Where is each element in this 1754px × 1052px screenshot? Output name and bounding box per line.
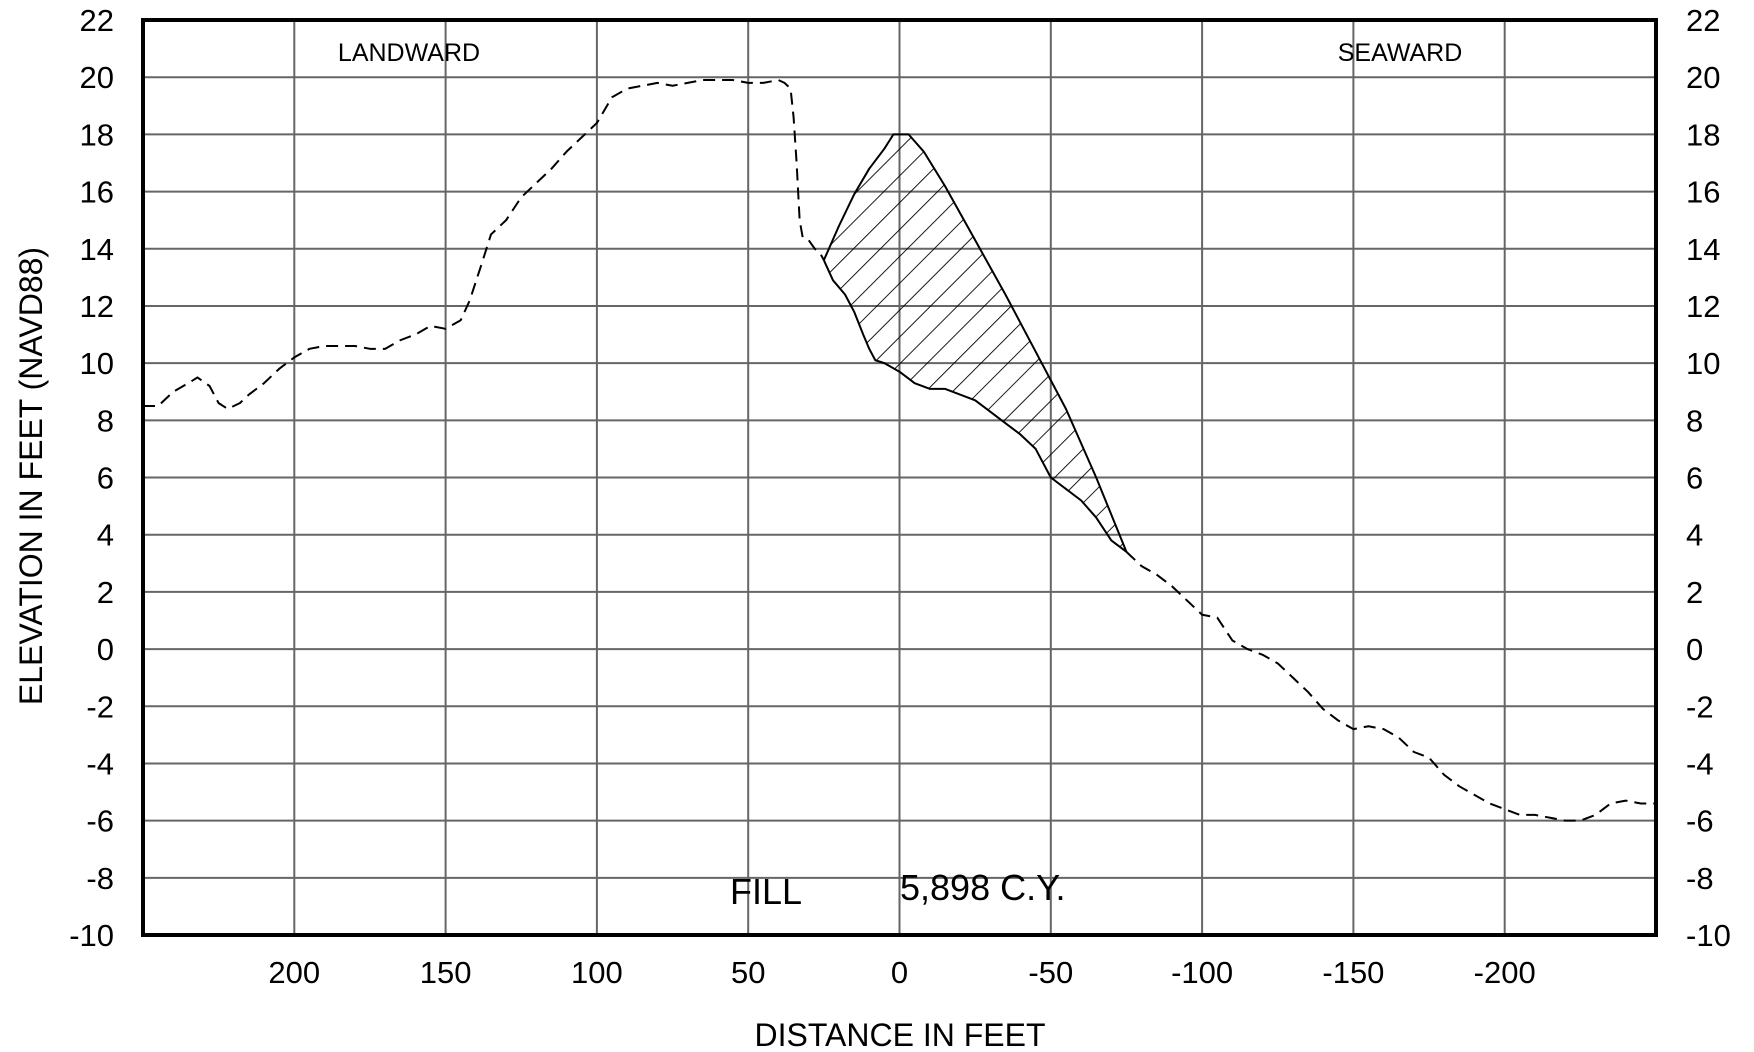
tick-labels: 200 150 100 50 0 -50 -100 -150 -200-10 -10-8 -8-6-… bbox=[69, 3, 1731, 990]
landward-label: LANDWARD bbox=[338, 39, 480, 67]
y-tick-label-right: 8 bbox=[1686, 403, 1703, 438]
profile-line-1 bbox=[143, 79, 825, 410]
x-tick-label: 50 bbox=[731, 955, 765, 990]
y-tick-label-left: -4 bbox=[86, 746, 114, 781]
fill-label: FILL bbox=[730, 871, 802, 912]
y-tick-label-left: 2 bbox=[97, 575, 114, 610]
x-tick-label: -200 bbox=[1474, 955, 1536, 990]
fill-hatch bbox=[823, 134, 1127, 552]
y-tick-label-left: -6 bbox=[86, 804, 114, 839]
y-tick-label-right: 4 bbox=[1686, 518, 1703, 553]
fill-area bbox=[823, 134, 1127, 552]
y-tick-label-left: 22 bbox=[80, 3, 114, 38]
seaward-label: SEAWARD bbox=[1338, 39, 1463, 67]
y-tick-label-right: 12 bbox=[1686, 289, 1720, 324]
y-tick-label-left: 18 bbox=[80, 117, 114, 152]
y-tick-label-left: 6 bbox=[97, 461, 114, 496]
y-tick-label-right: -8 bbox=[1686, 861, 1714, 896]
y-tick-label-left: 4 bbox=[97, 518, 114, 553]
y-tick-label-left: -8 bbox=[86, 861, 114, 896]
y-tick-label-left: 0 bbox=[97, 632, 114, 667]
x-tick-label: 200 bbox=[268, 955, 320, 990]
y-tick-label-right: 16 bbox=[1686, 175, 1720, 210]
y-tick-label-right: 6 bbox=[1686, 461, 1703, 496]
profile-line-3 bbox=[1125, 551, 1656, 822]
fill-value: 5,898 C.Y. bbox=[900, 867, 1065, 908]
y-tick-label-right: 0 bbox=[1686, 632, 1703, 667]
x-tick-label: -100 bbox=[1171, 955, 1233, 990]
y-tick-label-left: 20 bbox=[80, 60, 114, 95]
profile-line-2 bbox=[822, 259, 1128, 553]
x-axis-title: DISTANCE IN FEET bbox=[755, 1017, 1046, 1052]
y-tick-label-right: -6 bbox=[1686, 804, 1714, 839]
x-tick-label: 0 bbox=[891, 955, 908, 990]
x-tick-label: -150 bbox=[1322, 955, 1384, 990]
y-axis-title: ELEVATION IN FEET (NAVD88) bbox=[13, 247, 49, 705]
plot-frame bbox=[141, 18, 1658, 937]
y-tick-label-left: -10 bbox=[69, 918, 114, 953]
y-tick-label-left: 10 bbox=[80, 346, 114, 381]
x-tick-label: 150 bbox=[420, 955, 472, 990]
y-tick-label-right: 14 bbox=[1686, 232, 1720, 267]
y-tick-label-left: 8 bbox=[97, 403, 114, 438]
y-tick-label-right: 2 bbox=[1686, 575, 1703, 610]
profile-line-4 bbox=[822, 133, 1128, 553]
profile-lines bbox=[143, 79, 1656, 822]
y-tick-label-right: 20 bbox=[1686, 60, 1720, 95]
y-tick-label-right: -4 bbox=[1686, 746, 1714, 781]
y-tick-label-left: -2 bbox=[86, 689, 114, 724]
x-tick-label: -50 bbox=[1028, 955, 1073, 990]
y-tick-label-left: 14 bbox=[80, 232, 114, 267]
y-tick-label-left: 12 bbox=[80, 289, 114, 324]
y-tick-label-right: -2 bbox=[1686, 689, 1714, 724]
y-tick-label-right: 10 bbox=[1686, 346, 1720, 381]
y-tick-label-right: 18 bbox=[1686, 117, 1720, 152]
y-tick-label-right: 22 bbox=[1686, 3, 1720, 38]
y-tick-label-right: -10 bbox=[1686, 918, 1731, 953]
grid bbox=[143, 19, 1656, 936]
y-tick-label-left: 16 bbox=[80, 175, 114, 210]
x-tick-label: 100 bbox=[571, 955, 623, 990]
